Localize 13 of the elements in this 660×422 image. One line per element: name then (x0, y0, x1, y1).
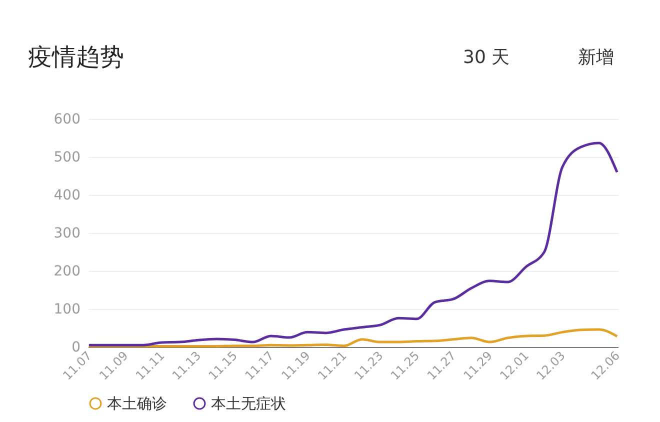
y-tick-label: 200 (54, 264, 80, 280)
y-tick-label: 500 (54, 150, 80, 166)
text: 新增 (578, 47, 614, 68)
y-tick-label: 0 (72, 340, 80, 356)
chart-title: 疫情趋势 (28, 43, 124, 71)
y-tick-label: 400 (54, 188, 80, 204)
y-tick-label: 600 (54, 112, 80, 128)
y-tick-label: 300 (54, 226, 80, 242)
legend-label: 本土无症状 (211, 394, 286, 413)
text: 30 天 (463, 47, 510, 68)
y-tick-label: 100 (54, 302, 80, 318)
legend-label: 本土确诊 (107, 394, 167, 413)
line-series (88, 142, 618, 346)
